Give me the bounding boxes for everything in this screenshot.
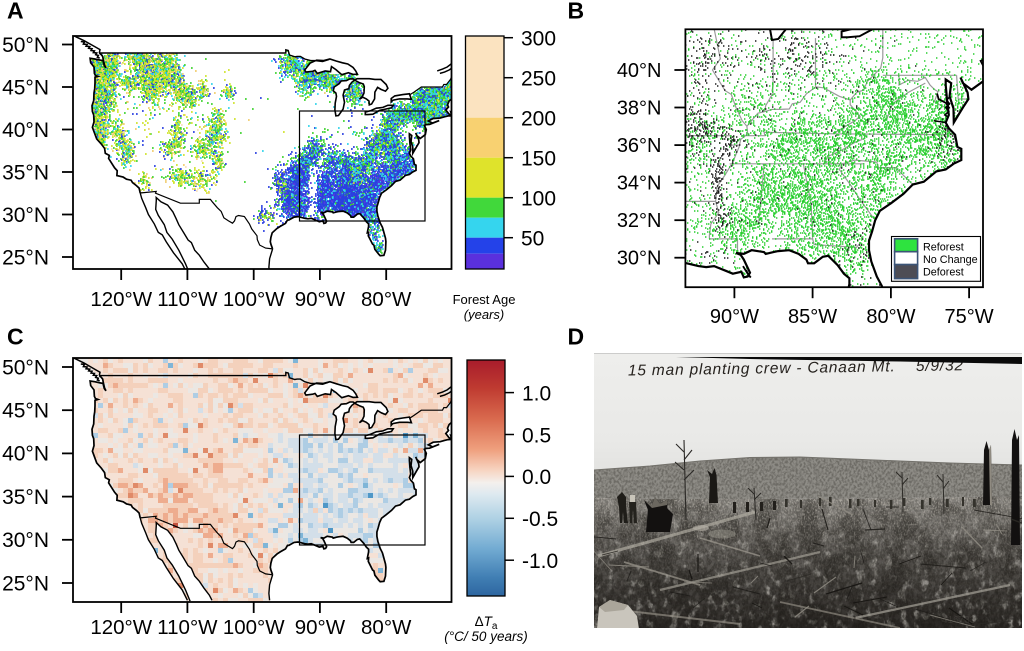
svg-text:32°N: 32°N [617, 210, 662, 232]
svg-text:Deforest: Deforest [923, 266, 964, 278]
svg-text:30°N: 30°N [2, 529, 49, 552]
svg-text:40°N: 40°N [2, 443, 49, 466]
svg-text:85°W: 85°W [788, 306, 837, 328]
svg-text:110°W: 110°W [157, 616, 218, 639]
svg-text:Forest Age: Forest Age [453, 292, 516, 307]
svg-text:0.0: 0.0 [522, 466, 551, 489]
svg-text:15 man planting crew - Canaan: 15 man planting crew - Canaan Mt. 5/9/32 [628, 357, 964, 379]
svg-text:30°N: 30°N [2, 204, 49, 227]
svg-text:25°N: 25°N [2, 572, 49, 595]
svg-text:120°W: 120°W [90, 288, 152, 311]
svg-text:36°N: 36°N [617, 135, 662, 157]
svg-text:120°W: 120°W [90, 616, 152, 639]
svg-text:(°C/ 50 years): (°C/ 50 years) [444, 629, 527, 644]
svg-text:-0.5: -0.5 [522, 508, 558, 531]
svg-text:150: 150 [521, 148, 556, 171]
svg-text:100: 100 [521, 188, 556, 211]
svg-text:90°W: 90°W [710, 306, 759, 328]
svg-text:300: 300 [521, 28, 556, 51]
svg-text:50°N: 50°N [2, 356, 49, 379]
svg-text:35°N: 35°N [2, 161, 49, 184]
svg-text:34°N: 34°N [617, 173, 662, 195]
svg-text:50°N: 50°N [2, 34, 49, 57]
svg-text:100°W: 100°W [223, 288, 285, 311]
svg-text:40°N: 40°N [617, 60, 662, 82]
svg-text:45°N: 45°N [2, 76, 49, 99]
svg-text:75°W: 75°W [945, 306, 994, 328]
svg-text:40°N: 40°N [2, 119, 49, 142]
svg-text:416733: 416733 [942, 615, 976, 626]
svg-text:250: 250 [521, 68, 556, 91]
svg-text:No Change: No Change [923, 254, 978, 266]
svg-text:200: 200 [521, 108, 556, 131]
svg-text:80°W: 80°W [866, 306, 915, 328]
svg-text:25°N: 25°N [2, 246, 49, 269]
svg-text:90°W: 90°W [295, 288, 346, 311]
svg-text:0.5: 0.5 [522, 424, 551, 447]
svg-text:A: A [7, 0, 24, 24]
svg-text:35°N: 35°N [2, 486, 49, 509]
svg-text:80°W: 80°W [361, 288, 412, 311]
svg-text:D: D [568, 324, 585, 350]
svg-text:45°N: 45°N [2, 400, 49, 423]
svg-text:C: C [7, 324, 24, 350]
svg-text:Reforest: Reforest [923, 242, 964, 254]
svg-text:(years): (years) [464, 307, 504, 322]
svg-text:30°N: 30°N [617, 248, 662, 270]
svg-text:110°W: 110°W [157, 288, 218, 311]
svg-text:80°W: 80°W [361, 616, 412, 639]
svg-text:B: B [568, 0, 585, 24]
svg-text:1.0: 1.0 [522, 382, 551, 405]
svg-text:90°W: 90°W [295, 616, 346, 639]
svg-text:100°W: 100°W [223, 616, 285, 639]
svg-text:-1.0: -1.0 [522, 550, 558, 573]
svg-text:38°N: 38°N [617, 98, 662, 120]
svg-text:50: 50 [521, 228, 544, 251]
